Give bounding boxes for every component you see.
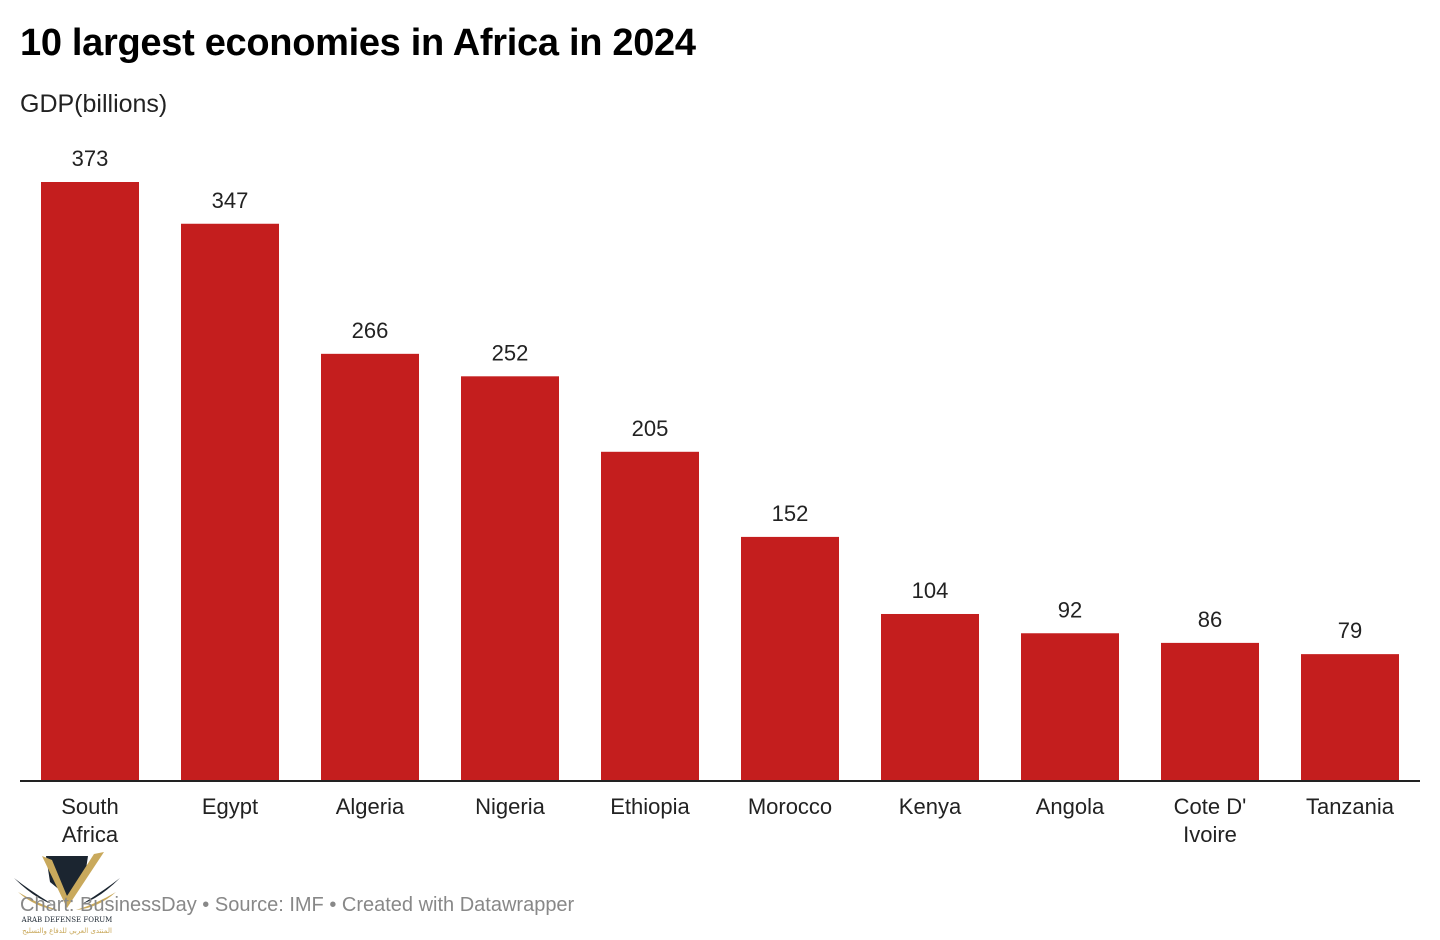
category-labels-group: South Africa Egypt Algeria Nigeria Ethiopia Mo… <box>61 794 1395 847</box>
data-label-6: 104 <box>912 578 949 603</box>
bar-8 <box>1161 642 1259 781</box>
data-label-8: 86 <box>1198 607 1222 632</box>
category-label-7: Angola <box>1036 794 1105 819</box>
category-label-9: Tanzania <box>1306 794 1395 819</box>
category-label-4: Ethiopia <box>610 794 690 819</box>
watermark-subtext: المنتدى العربي للدفاع والتسليح <box>22 927 112 935</box>
category-label-5: Morocco <box>748 794 832 819</box>
data-label-3: 252 <box>492 340 529 365</box>
data-label-1: 347 <box>212 188 249 213</box>
category-label-6: Kenya <box>899 794 962 819</box>
data-label-7: 92 <box>1058 597 1082 622</box>
category-label-0: South Africa <box>61 794 119 847</box>
chart-footer: Chart: BusinessDay • Source: IMF • Creat… <box>20 894 575 916</box>
bar-0 <box>41 182 139 781</box>
watermark-logo-icon: ARAB DEFENSE FORUM المنتدى العربي للدفاع… <box>14 852 120 935</box>
bar-2 <box>321 353 419 781</box>
data-label-5: 152 <box>772 501 809 526</box>
data-label-4: 205 <box>632 416 669 441</box>
category-label-8: Cote D' Ivoire <box>1174 794 1247 847</box>
value-labels-group: 373 347 266 252 205 152 104 92 86 79 <box>72 146 1363 643</box>
data-label-9: 79 <box>1338 618 1362 643</box>
bar-9 <box>1301 654 1399 781</box>
chart-subtitle: GDP(billions) <box>20 90 168 118</box>
chart-title: 10 largest economies in Africa in 2024 <box>20 22 696 64</box>
bar-1 <box>181 223 279 781</box>
data-label-0: 373 <box>72 146 109 171</box>
bar-5 <box>741 536 839 781</box>
bar-4 <box>601 451 699 781</box>
bar-6 <box>881 613 979 781</box>
bar-3 <box>461 376 559 781</box>
bar-7 <box>1021 633 1119 781</box>
watermark-text: ARAB DEFENSE FORUM <box>21 916 113 924</box>
data-label-2: 266 <box>352 318 389 343</box>
category-label-2: Algeria <box>336 794 405 819</box>
category-label-1: Egypt <box>202 794 258 819</box>
bars-group <box>41 182 1399 781</box>
category-label-3: Nigeria <box>475 794 545 819</box>
